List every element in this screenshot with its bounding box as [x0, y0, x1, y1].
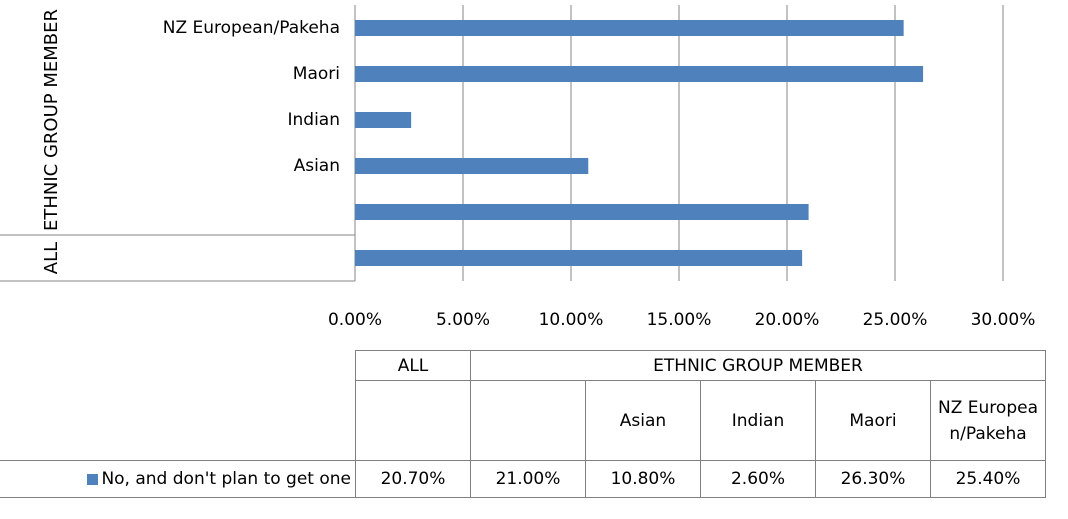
table-category: NZ European/Pakeha	[930, 380, 1046, 461]
x-tick-label: 5.00%	[436, 310, 490, 330]
bar	[355, 158, 589, 174]
bar	[355, 66, 924, 82]
bar	[355, 204, 809, 220]
x-tick-label: 30.00%	[971, 310, 1036, 330]
group-label: ETHNIC GROUP MEMBER	[41, 9, 62, 232]
table-value: 2.60%	[700, 460, 816, 498]
bar	[355, 20, 904, 36]
table-value: 20.70%	[355, 460, 471, 498]
x-tick-label: 20.00%	[755, 310, 820, 330]
x-tick-label: 10.00%	[539, 310, 604, 330]
table-category: Asian	[585, 380, 701, 461]
category-label: Maori	[293, 64, 340, 84]
table-value: 25.40%	[930, 460, 1046, 498]
table-value: 21.00%	[470, 460, 586, 498]
category-label: Indian	[288, 110, 341, 130]
x-tick-label: 25.00%	[863, 310, 928, 330]
legend-cell: No, and don't plan to get one	[0, 460, 356, 498]
category-label: Asian	[294, 156, 340, 176]
table-category: Indian	[700, 380, 816, 461]
table-category	[470, 380, 586, 461]
group-label: ALL	[41, 241, 62, 275]
table-value: 10.80%	[585, 460, 701, 498]
bar	[355, 112, 412, 128]
x-tick-label: 15.00%	[647, 310, 712, 330]
x-tick-label: 0.00%	[328, 310, 382, 330]
bar	[355, 250, 803, 266]
table-group-header: ALL	[355, 350, 471, 381]
legend-swatch	[87, 473, 99, 485]
table-category: Maori	[815, 380, 931, 461]
table-category	[355, 380, 471, 461]
table-group-header: ETHNIC GROUP MEMBER	[470, 350, 1046, 381]
legend-label: No, and don't plan to get one	[101, 469, 351, 489]
table-value: 26.30%	[815, 460, 931, 498]
category-label: NZ European/Pakeha	[163, 18, 340, 38]
